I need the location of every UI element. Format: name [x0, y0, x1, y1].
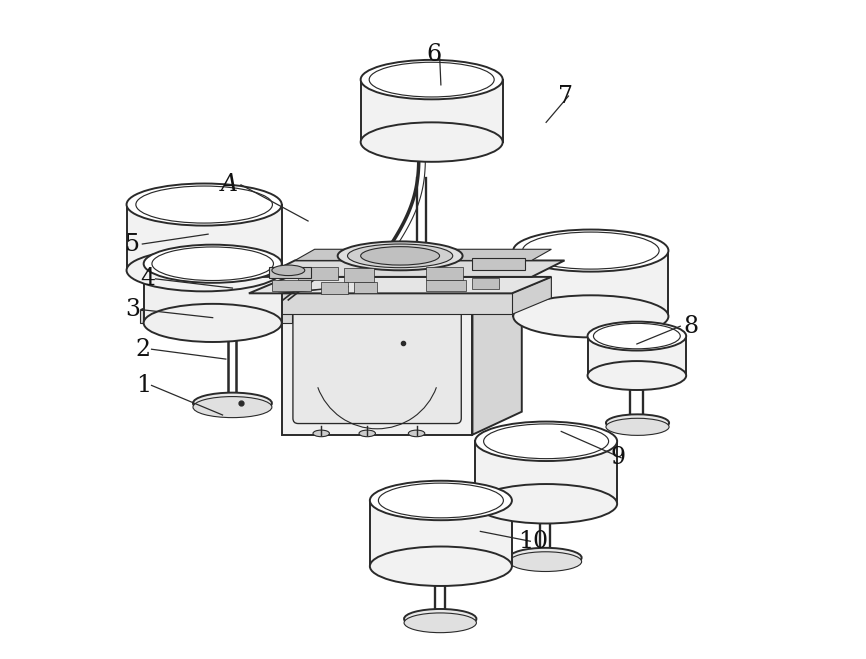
- FancyBboxPatch shape: [293, 308, 462, 424]
- Ellipse shape: [509, 552, 582, 571]
- Polygon shape: [473, 273, 522, 435]
- Ellipse shape: [193, 397, 272, 418]
- Polygon shape: [144, 264, 281, 323]
- Text: 4: 4: [140, 268, 156, 291]
- Ellipse shape: [587, 361, 686, 390]
- Polygon shape: [281, 273, 522, 297]
- Polygon shape: [321, 282, 347, 294]
- Ellipse shape: [587, 322, 686, 351]
- Ellipse shape: [522, 232, 659, 269]
- Ellipse shape: [509, 548, 582, 567]
- Polygon shape: [281, 297, 473, 435]
- Polygon shape: [268, 267, 312, 278]
- Ellipse shape: [369, 62, 494, 97]
- Text: 1: 1: [136, 374, 151, 397]
- Polygon shape: [140, 300, 314, 310]
- Polygon shape: [344, 268, 374, 282]
- Ellipse shape: [136, 186, 273, 223]
- Polygon shape: [354, 282, 377, 293]
- Polygon shape: [370, 500, 512, 566]
- Ellipse shape: [152, 247, 274, 281]
- Text: 9: 9: [611, 446, 625, 469]
- Polygon shape: [426, 279, 466, 291]
- Text: 2: 2: [136, 337, 151, 360]
- Ellipse shape: [360, 246, 440, 265]
- Ellipse shape: [483, 424, 609, 459]
- Text: 5: 5: [126, 233, 140, 256]
- Ellipse shape: [606, 418, 669, 436]
- Text: 8: 8: [683, 315, 698, 337]
- Ellipse shape: [370, 481, 512, 520]
- Text: A: A: [221, 173, 238, 196]
- Polygon shape: [512, 277, 552, 314]
- Ellipse shape: [409, 430, 425, 437]
- Ellipse shape: [404, 613, 476, 633]
- Ellipse shape: [606, 415, 669, 432]
- Polygon shape: [473, 278, 499, 289]
- Polygon shape: [426, 267, 462, 280]
- Ellipse shape: [144, 304, 281, 342]
- Polygon shape: [249, 293, 512, 314]
- Polygon shape: [475, 442, 617, 503]
- Polygon shape: [295, 249, 552, 260]
- Text: 6: 6: [426, 43, 442, 66]
- Ellipse shape: [126, 249, 281, 291]
- Ellipse shape: [514, 229, 669, 272]
- Ellipse shape: [475, 484, 617, 523]
- Ellipse shape: [475, 422, 617, 461]
- Ellipse shape: [272, 265, 305, 275]
- Ellipse shape: [404, 609, 476, 629]
- Ellipse shape: [360, 123, 502, 162]
- Ellipse shape: [313, 430, 329, 437]
- Ellipse shape: [370, 546, 512, 586]
- Polygon shape: [473, 258, 525, 270]
- Ellipse shape: [359, 430, 376, 437]
- Polygon shape: [249, 277, 552, 293]
- Text: 3: 3: [126, 299, 140, 322]
- Ellipse shape: [378, 483, 503, 518]
- Ellipse shape: [338, 241, 462, 270]
- Polygon shape: [360, 80, 502, 142]
- Ellipse shape: [126, 183, 281, 225]
- Ellipse shape: [144, 244, 281, 283]
- Ellipse shape: [193, 393, 272, 414]
- Polygon shape: [262, 260, 565, 277]
- Polygon shape: [272, 279, 312, 291]
- Polygon shape: [140, 310, 292, 323]
- Ellipse shape: [593, 324, 681, 349]
- Polygon shape: [126, 204, 281, 270]
- Polygon shape: [514, 250, 669, 316]
- Text: 10: 10: [519, 530, 549, 553]
- Ellipse shape: [347, 244, 453, 268]
- Ellipse shape: [360, 60, 502, 100]
- Polygon shape: [587, 336, 686, 376]
- Ellipse shape: [514, 295, 669, 337]
- Polygon shape: [298, 267, 338, 280]
- Text: 7: 7: [558, 84, 573, 107]
